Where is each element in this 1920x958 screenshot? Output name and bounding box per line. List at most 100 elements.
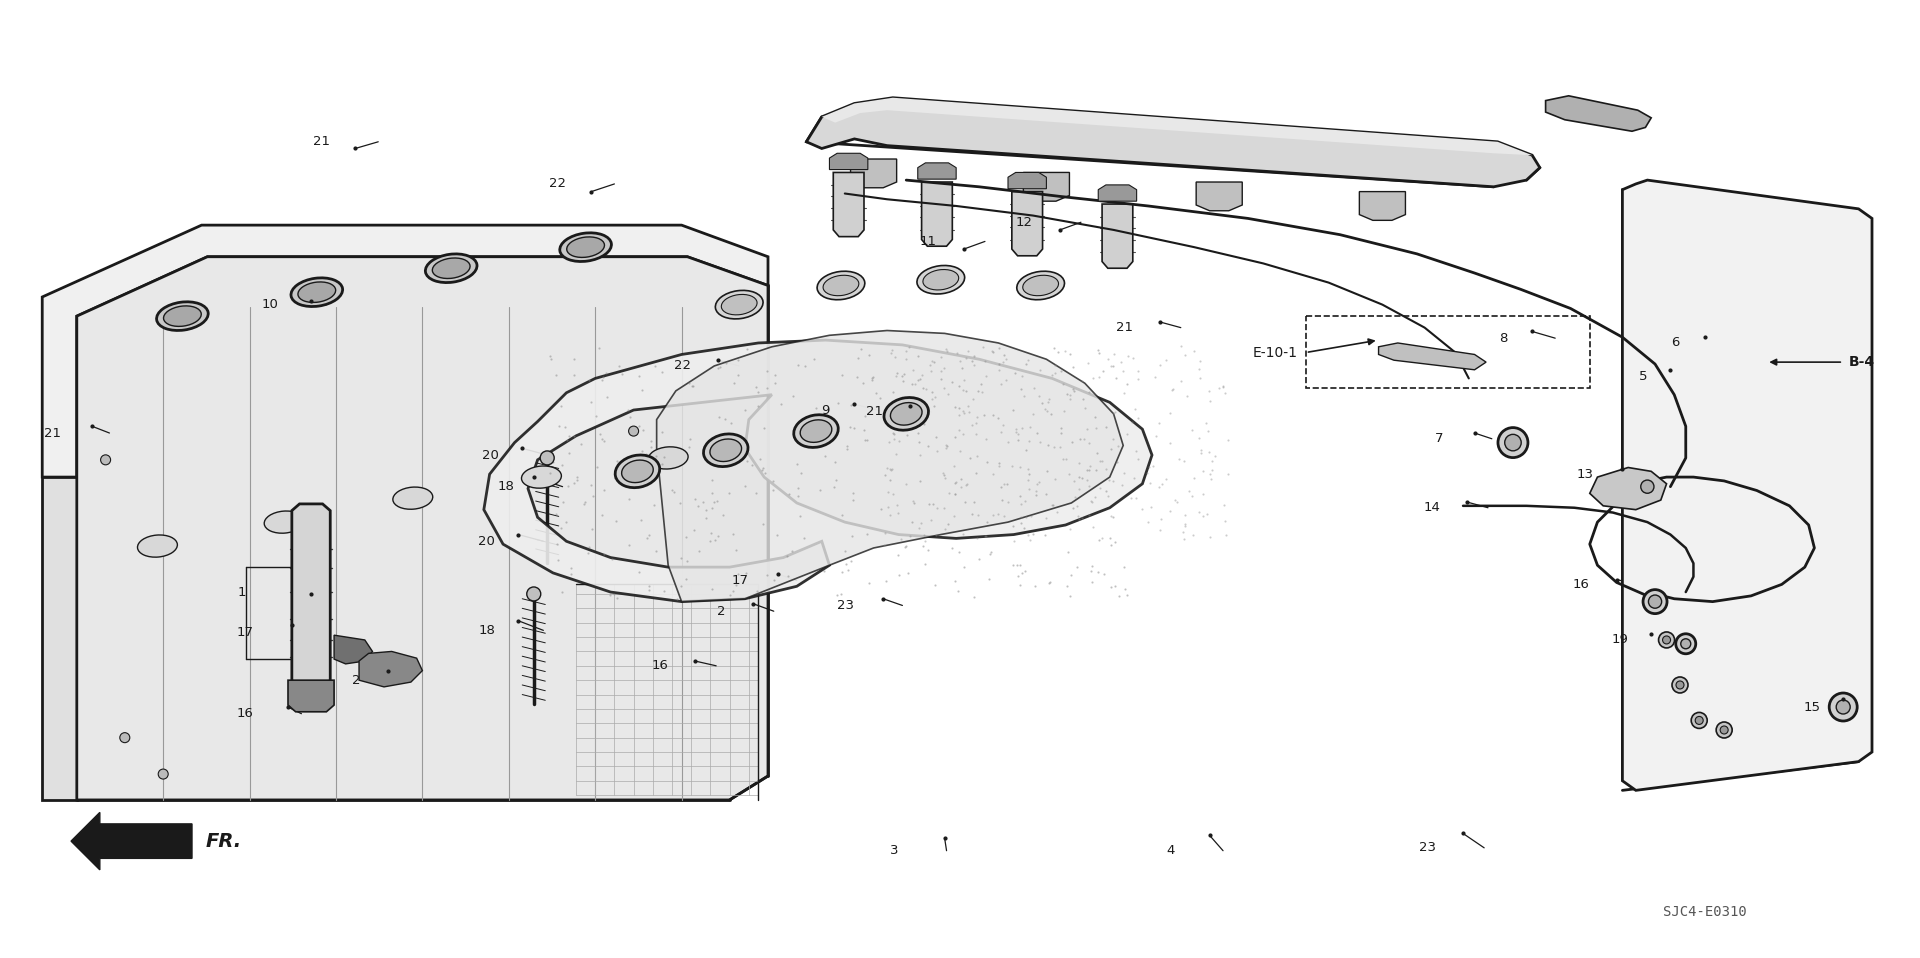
Circle shape [1672, 677, 1688, 693]
Point [612, 402, 643, 418]
Ellipse shape [703, 434, 749, 467]
Point [678, 378, 708, 394]
Ellipse shape [292, 278, 342, 307]
Point [1077, 559, 1108, 574]
Point [789, 358, 820, 374]
Text: 16: 16 [236, 707, 253, 720]
Ellipse shape [522, 466, 561, 489]
Point [826, 586, 856, 602]
Point [1091, 483, 1121, 498]
Ellipse shape [818, 271, 864, 300]
Point [747, 460, 778, 475]
Point [900, 401, 931, 417]
Point [916, 354, 947, 369]
Point [553, 428, 584, 444]
Point [866, 501, 897, 516]
Point [983, 507, 1014, 522]
Point [1068, 511, 1098, 526]
Point [1150, 353, 1181, 368]
Point [973, 546, 1004, 561]
Point [906, 515, 937, 531]
Point [1169, 348, 1200, 363]
Ellipse shape [801, 420, 831, 443]
Circle shape [1498, 427, 1528, 458]
Point [1123, 451, 1154, 467]
Point [1056, 521, 1087, 536]
Point [716, 416, 747, 431]
Point [1012, 528, 1043, 543]
Point [887, 374, 918, 389]
Point [1056, 567, 1087, 582]
Polygon shape [42, 225, 768, 477]
Text: 13: 13 [1576, 468, 1594, 481]
Point [1012, 461, 1043, 476]
Text: 5: 5 [1640, 370, 1647, 383]
Polygon shape [918, 163, 956, 179]
Point [720, 437, 751, 452]
Text: 12: 12 [1016, 216, 1033, 229]
Point [697, 582, 728, 597]
Ellipse shape [924, 269, 958, 290]
Point [939, 459, 970, 474]
Ellipse shape [716, 290, 762, 319]
Point [586, 426, 616, 442]
Point [818, 480, 849, 495]
Point [1002, 568, 1033, 583]
Point [747, 516, 778, 532]
Point [1073, 385, 1104, 400]
Point [1185, 430, 1215, 445]
Point [776, 543, 806, 559]
Point [699, 533, 730, 548]
Point [950, 351, 981, 366]
Point [1112, 587, 1142, 603]
Point [891, 476, 922, 491]
Point [695, 525, 726, 540]
Polygon shape [1196, 182, 1242, 211]
Point [641, 543, 672, 559]
Point [1087, 531, 1117, 546]
Point [1014, 533, 1044, 548]
Circle shape [1644, 589, 1667, 614]
Point [543, 552, 574, 567]
Point [647, 456, 678, 471]
Point [893, 427, 924, 443]
Point [970, 354, 1000, 369]
Point [626, 444, 657, 459]
Point [970, 431, 1000, 446]
Point [870, 573, 900, 588]
Point [820, 455, 851, 470]
Point [1179, 344, 1210, 359]
Text: 22: 22 [674, 359, 691, 373]
Point [785, 508, 816, 523]
Point [962, 448, 993, 464]
Point [1144, 480, 1175, 495]
Point [1121, 444, 1152, 459]
Point [889, 366, 920, 381]
Point [993, 494, 1023, 510]
Circle shape [540, 451, 555, 465]
Point [678, 378, 708, 394]
Point [918, 384, 948, 399]
Point [943, 378, 973, 394]
Point [1121, 490, 1152, 506]
Point [732, 454, 762, 469]
Point [970, 528, 1000, 543]
Point [958, 391, 989, 406]
Point [1164, 451, 1194, 467]
Point [662, 591, 693, 606]
Point [718, 583, 749, 599]
Point [851, 526, 881, 541]
Point [943, 345, 973, 360]
Point [1131, 466, 1162, 481]
Point [1046, 363, 1077, 378]
Point [747, 463, 778, 478]
Point [588, 370, 618, 385]
Point [1081, 462, 1112, 477]
Point [1119, 401, 1150, 417]
Point [1085, 453, 1116, 468]
Point [1033, 576, 1064, 591]
Polygon shape [922, 182, 952, 246]
Point [856, 373, 887, 388]
Point [718, 527, 749, 542]
Point [904, 447, 935, 463]
